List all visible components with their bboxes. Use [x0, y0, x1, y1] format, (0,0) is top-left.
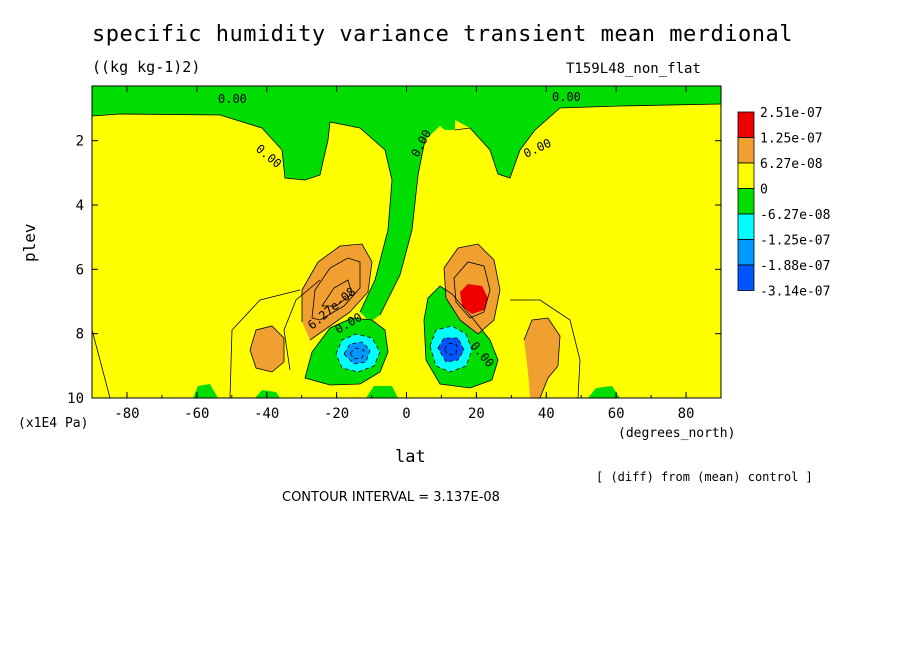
x-tick-label: -80 [114, 406, 139, 422]
field-nh-positive-low [524, 318, 560, 398]
x-tick-label: -40 [254, 406, 279, 422]
contour-label: 0.00 [552, 90, 581, 104]
negative-contours [335, 325, 473, 373]
y-tick-label: 4 [76, 198, 84, 214]
x-tick-label: 60 [608, 406, 625, 422]
colorbar-swatch [737, 188, 755, 215]
y-tick-label: 10 [67, 391, 84, 407]
x-tick-label: 0 [402, 406, 410, 422]
x-tick-label: 80 [678, 406, 695, 422]
colorbar-swatch [737, 264, 755, 291]
colorbar-label: -1.25e-07 [760, 234, 830, 249]
x-tick-label: -20 [324, 406, 349, 422]
field-surface-blob-1 [193, 384, 218, 398]
x-tick-label: -60 [184, 406, 209, 422]
diff-note: [ (diff) from (mean) control ] [596, 470, 813, 484]
field-surface-blob-4 [588, 386, 620, 398]
run-label: T159L48_non_flat [566, 61, 701, 77]
field-top-band [92, 86, 721, 322]
units-label: ((kg kg-1)2) [92, 58, 201, 76]
chart-title: specific humidity variance transient mea… [92, 22, 794, 47]
axes-group: -80 -60 -40 -20 0 20 40 60 80 2 4 6 8 10 [67, 86, 722, 422]
colorbar-label: 1.25e-07 [760, 132, 823, 147]
field-sh-positive [302, 244, 372, 340]
y-tick-label: 8 [76, 327, 84, 343]
colorbar-legend: 2.51e-07 1.25e-07 6.27e-08 0 -6.27e-08 -1.25e… [737, 106, 830, 300]
contour-lines [92, 103, 721, 398]
colorbar-label: 2.51e-07 [760, 106, 823, 121]
x-tick-label: 20 [468, 406, 485, 422]
x-tick-label: 40 [538, 406, 555, 422]
field-nh-blue [438, 338, 464, 362]
contour-interval: CONTOUR INTERVAL = 3.137E-08 [282, 490, 500, 505]
x-axis-label: lat [395, 447, 426, 467]
contour-label: 0.00 [218, 92, 247, 106]
y-tick-label: 6 [76, 262, 84, 278]
colorbar-swatch [737, 213, 755, 240]
colorbar-label: -1.88e-07 [760, 259, 830, 274]
colorbar-swatch [737, 111, 755, 138]
y-tick-label: 2 [76, 134, 84, 150]
colorbar-label: -6.27e-08 [760, 208, 830, 223]
colorbar-label: 6.27e-08 [760, 157, 823, 172]
x-axis-units: (degrees_north) [618, 426, 736, 441]
y-axis-units: (x1E4 Pa) [18, 416, 89, 431]
colorbar-swatch [737, 239, 755, 266]
field-red-max [460, 284, 488, 314]
field-sh-positive-low [250, 326, 284, 372]
colorbar-label: 0 [760, 183, 768, 198]
colorbar-swatch [737, 162, 755, 189]
field-surface-blob-2 [255, 390, 280, 398]
colorbar-swatch [737, 137, 755, 164]
field-surface-blob-3 [366, 386, 398, 398]
plot-area: 0.00 0.00 0.00 0.00 0.00 0.00 0.00 6.27e… [92, 86, 721, 398]
colorbar-label: -3.14e-07 [760, 285, 830, 300]
field-sh-blue [344, 342, 370, 364]
